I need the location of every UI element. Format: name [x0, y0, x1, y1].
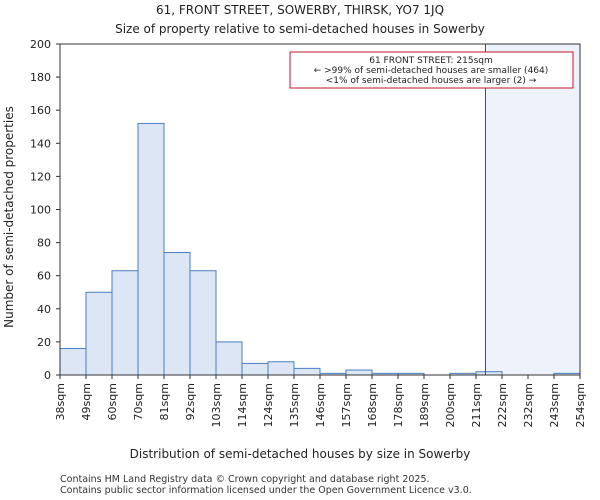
bar-135sqm: [293, 367, 321, 376]
bar-49sqm: [85, 291, 113, 376]
x-tick-label: 38sqm: [54, 383, 67, 420]
bar-60sqm: [111, 270, 139, 376]
bar-114sqm: [241, 362, 269, 376]
x-tick-label: 103sqm: [210, 383, 223, 427]
x-tick-label: 114sqm: [236, 383, 249, 427]
x-tick-label: 92sqm: [184, 383, 197, 420]
annotation-box-border: [289, 51, 574, 89]
chart-subtitle: Size of property relative to semi-detach…: [115, 22, 485, 36]
x-tick-label: 211sqm: [470, 383, 483, 427]
x-tick-label: 200sqm: [444, 383, 457, 427]
y-tick-label: 160: [30, 104, 51, 117]
x-tick-label: 146sqm: [314, 383, 327, 427]
x-tick-label: 168sqm: [366, 383, 379, 427]
x-tick-label: 222sqm: [496, 383, 509, 427]
y-tick-label: 200: [30, 38, 51, 51]
x-tick-label: 243sqm: [548, 383, 561, 427]
bar-157sqm: [345, 369, 373, 376]
y-tick-label: 40: [37, 303, 51, 316]
annotation-box: 61 FRONT STREET: 215sqm ← >99% of semi-d…: [289, 51, 574, 89]
bar-124sqm: [267, 361, 295, 376]
x-tick-label: 135sqm: [288, 383, 301, 427]
x-tick-label: 60sqm: [106, 383, 119, 420]
y-tick-label: 20: [37, 336, 51, 349]
y-tick-label: 0: [44, 369, 51, 382]
annotation-line-1: 61 FRONT STREET: 215sqm: [369, 56, 493, 66]
x-tick-label: 232sqm: [522, 383, 535, 427]
bar-81sqm: [163, 252, 191, 376]
x-axis-label: Distribution of semi-detached houses by …: [130, 447, 471, 461]
plot-area: 0 20 40 60 80 100 120 140 160 180 200 38sqm 49sqm 60…: [30, 38, 587, 427]
bar-103sqm: [215, 341, 243, 376]
y-tick-label: 120: [30, 170, 51, 183]
bar-92sqm: [189, 270, 217, 376]
x-tick-label: 189sqm: [418, 383, 431, 427]
x-axis-ticks: 38sqm 49sqm 60sqm 70sqm 81sqm 92sqm 103sqm 114s…: [54, 375, 587, 427]
y-tick-label: 180: [30, 71, 51, 84]
x-tick-label: 178sqm: [392, 383, 405, 427]
x-tick-label: 81sqm: [158, 383, 171, 420]
footer-line-2: Contains public sector information licen…: [60, 485, 472, 496]
x-tick-label: 70sqm: [132, 383, 145, 420]
y-tick-label: 140: [30, 137, 51, 150]
bars-group: [59, 122, 581, 376]
x-tick-label: 124sqm: [262, 383, 275, 427]
annotation-line-2: ← >99% of semi-detached houses are small…: [314, 66, 549, 76]
x-tick-label: 157sqm: [340, 383, 353, 427]
y-axis-ticks: 0 20 40 60 80 100 120 140 160 180 200: [30, 38, 60, 382]
bar-70sqm: [137, 122, 165, 376]
chart-title: 61, FRONT STREET, SOWERBY, THIRSK, YO7 1…: [156, 3, 444, 17]
bar-38sqm: [59, 348, 87, 376]
y-tick-label: 100: [30, 204, 51, 217]
x-tick-label: 49sqm: [80, 383, 93, 420]
annotation-line-3: <1% of semi-detached houses are larger (…: [326, 76, 537, 86]
x-tick-label: 254sqm: [574, 383, 587, 427]
footer-line-1: Contains HM Land Registry data © Crown c…: [60, 474, 430, 485]
larger-region-shade: [485, 44, 580, 375]
y-tick-label: 80: [37, 237, 51, 250]
y-axis-label: Number of semi-detached properties: [2, 106, 16, 328]
y-tick-label: 60: [37, 270, 51, 283]
